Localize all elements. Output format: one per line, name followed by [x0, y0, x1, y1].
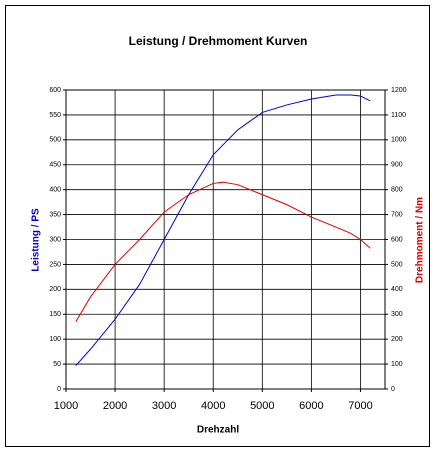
- y-tick-label: 100: [49, 336, 61, 343]
- y-axis-label: Leistung / PS: [31, 208, 42, 272]
- x-tick-label: 2000: [103, 400, 127, 412]
- chart-title: Leistung / Drehmoment Kurven: [129, 34, 308, 48]
- x-tick-label: 6000: [299, 400, 323, 412]
- x-tick-label: 7000: [348, 400, 372, 412]
- y-tick-label: 300: [49, 236, 61, 243]
- x-tick-label: 1000: [54, 400, 78, 412]
- y-tick-label: 350: [49, 211, 61, 218]
- y-tick-label: 200: [49, 286, 61, 293]
- y2-tick-label: 900: [391, 162, 403, 169]
- y2-tick-label: 700: [391, 211, 403, 218]
- y2-tick-label: 500: [391, 261, 403, 268]
- y-tick-label: 400: [49, 187, 61, 194]
- y2-tick-label: 0: [391, 386, 395, 393]
- y-tick-label: 250: [49, 261, 61, 268]
- y-tick-label: 0: [57, 386, 61, 393]
- x-axis-label: Drehzahl: [197, 425, 239, 436]
- x-tick-label: 3000: [152, 400, 176, 412]
- series-line: [75, 94, 371, 366]
- y2-tick-label: 800: [391, 187, 403, 194]
- y2-tick-label: 100: [391, 361, 403, 368]
- y2-tick-label: 400: [391, 286, 403, 293]
- y-tick-label: 450: [49, 162, 61, 169]
- y2-tick-label: 1200: [391, 87, 407, 94]
- y2-tick-label: 600: [391, 236, 403, 243]
- y2-tick-label: 1000: [391, 137, 407, 144]
- y-tick-label: 50: [53, 361, 61, 368]
- chart-border: [5, 5, 430, 447]
- y2-tick-label: 300: [391, 311, 403, 318]
- y-tick-label: 550: [49, 112, 61, 119]
- plot-area: [65, 89, 386, 390]
- x-tick-label: 4000: [201, 400, 225, 412]
- y2-axis-label: Drehmoment / Nm: [415, 197, 426, 283]
- y-tick-label: 500: [49, 137, 61, 144]
- y2-tick-label: 200: [391, 336, 403, 343]
- series-line: [75, 181, 371, 322]
- y2-tick-label: 1100: [391, 112, 406, 119]
- x-tick-label: 5000: [250, 400, 274, 412]
- y-tick-label: 600: [49, 87, 61, 94]
- y-tick-label: 150: [49, 311, 61, 318]
